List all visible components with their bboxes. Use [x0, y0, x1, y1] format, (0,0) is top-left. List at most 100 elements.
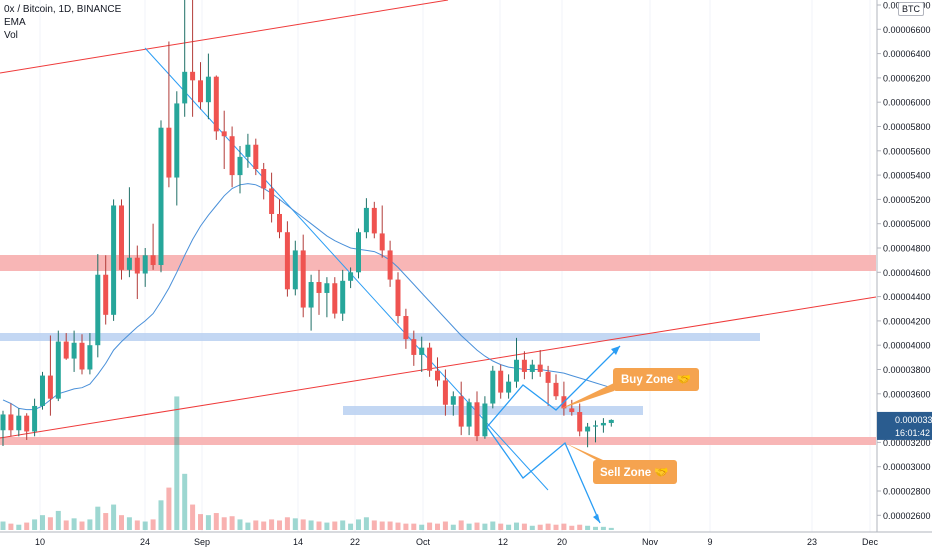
candle-body	[245, 144, 251, 157]
candle-body	[308, 282, 314, 308]
candle	[308, 274, 314, 331]
candle	[269, 172, 275, 223]
candle	[316, 269, 322, 315]
volume-bar	[403, 523, 409, 530]
candle	[119, 199, 124, 280]
candle	[40, 371, 45, 410]
volume-bar	[63, 520, 69, 530]
candle-body	[213, 76, 219, 132]
volume-bar	[545, 523, 551, 530]
volume-bar	[16, 524, 22, 530]
volume-bar	[182, 473, 188, 530]
candle	[379, 205, 385, 258]
volume-bar	[8, 523, 14, 530]
price-tick-label: 0.00004400	[883, 292, 931, 302]
candle	[450, 391, 456, 416]
candle-body	[593, 425, 598, 427]
candle-body	[55, 341, 61, 399]
candle-body	[435, 370, 440, 381]
candle-body	[363, 207, 369, 233]
candle	[474, 391, 480, 442]
candle-body	[474, 402, 480, 437]
candle	[95, 254, 101, 358]
candle	[111, 199, 117, 321]
candle	[174, 91, 180, 206]
currency-badge[interactable]: BTC	[898, 2, 924, 16]
candle-body	[229, 136, 235, 176]
price-tick-label: 0.00003800	[883, 365, 931, 375]
candle	[585, 422, 591, 448]
volume-bar	[316, 521, 322, 530]
candle	[521, 351, 527, 380]
candle	[71, 330, 77, 372]
volume-bar	[245, 522, 251, 530]
time-tick-label: 22	[350, 537, 360, 547]
price-tick-label: 0.00004600	[883, 268, 931, 278]
candle-body	[190, 71, 196, 81]
candle	[403, 308, 409, 349]
ema-indicator-label[interactable]: EMA	[4, 17, 26, 28]
volume-bar	[166, 487, 172, 530]
volume-bar	[442, 521, 448, 530]
candle	[150, 223, 156, 270]
time-tick-label: Oct	[416, 537, 431, 547]
candle	[340, 269, 346, 321]
candle	[213, 75, 219, 140]
candle-body	[379, 233, 385, 251]
candlesticks	[0, 0, 614, 448]
bullish-forecast-arrowhead	[611, 346, 620, 355]
candle-body	[332, 283, 338, 314]
time-tick-label: 12	[498, 537, 508, 547]
candle	[411, 330, 417, 366]
candle	[490, 365, 496, 409]
volume-bar	[261, 521, 267, 530]
price-tick-label: 0.00004000	[883, 341, 931, 351]
candle	[300, 234, 306, 318]
volume-bar	[435, 523, 440, 530]
volume-bar	[529, 525, 535, 530]
forecast-paths	[486, 345, 621, 524]
volume-bar	[95, 506, 101, 530]
volume-bar	[553, 524, 559, 530]
candle-body	[316, 282, 322, 293]
candle-body	[150, 255, 156, 266]
candle-countdown: 16:01:42	[895, 428, 930, 438]
volume-bar	[569, 525, 575, 530]
candle	[553, 374, 559, 400]
candle-body	[237, 156, 243, 176]
volume-bar	[308, 520, 314, 530]
candle-body	[87, 345, 93, 370]
volume-bar	[474, 522, 480, 530]
candle	[8, 403, 14, 437]
symbol-title: 0x / Bitcoin, 1D, BINANCE	[4, 4, 122, 15]
candle	[237, 145, 243, 194]
volume-bar	[387, 521, 393, 530]
volume-indicator-label[interactable]: Vol	[4, 30, 18, 41]
time-tick-label: 20	[557, 537, 567, 547]
candle-body	[0, 414, 6, 431]
candle-body	[348, 272, 354, 281]
candle	[166, 41, 172, 188]
price-tick-label: 0.00005200	[883, 195, 931, 205]
candle-body	[269, 188, 275, 214]
candle	[142, 248, 148, 287]
candle-body	[482, 403, 488, 437]
candle	[332, 277, 338, 319]
candle-body	[40, 375, 45, 406]
price-axis-background	[877, 0, 932, 550]
volume-bar	[126, 517, 132, 530]
volume-bar	[458, 520, 464, 530]
candle	[16, 408, 22, 437]
buy-zone-band	[343, 406, 643, 415]
candle-body	[292, 250, 298, 290]
volume-bar	[103, 513, 109, 530]
candle	[387, 240, 393, 287]
candle-body	[174, 103, 180, 178]
buy-zone-label: Buy Zone 🤝	[621, 374, 691, 386]
price-tick-label: 0.00005600	[883, 146, 931, 156]
volume-bar	[221, 517, 227, 530]
price-tick-label: 0.00004800	[883, 244, 931, 254]
candle-body	[529, 364, 535, 372]
